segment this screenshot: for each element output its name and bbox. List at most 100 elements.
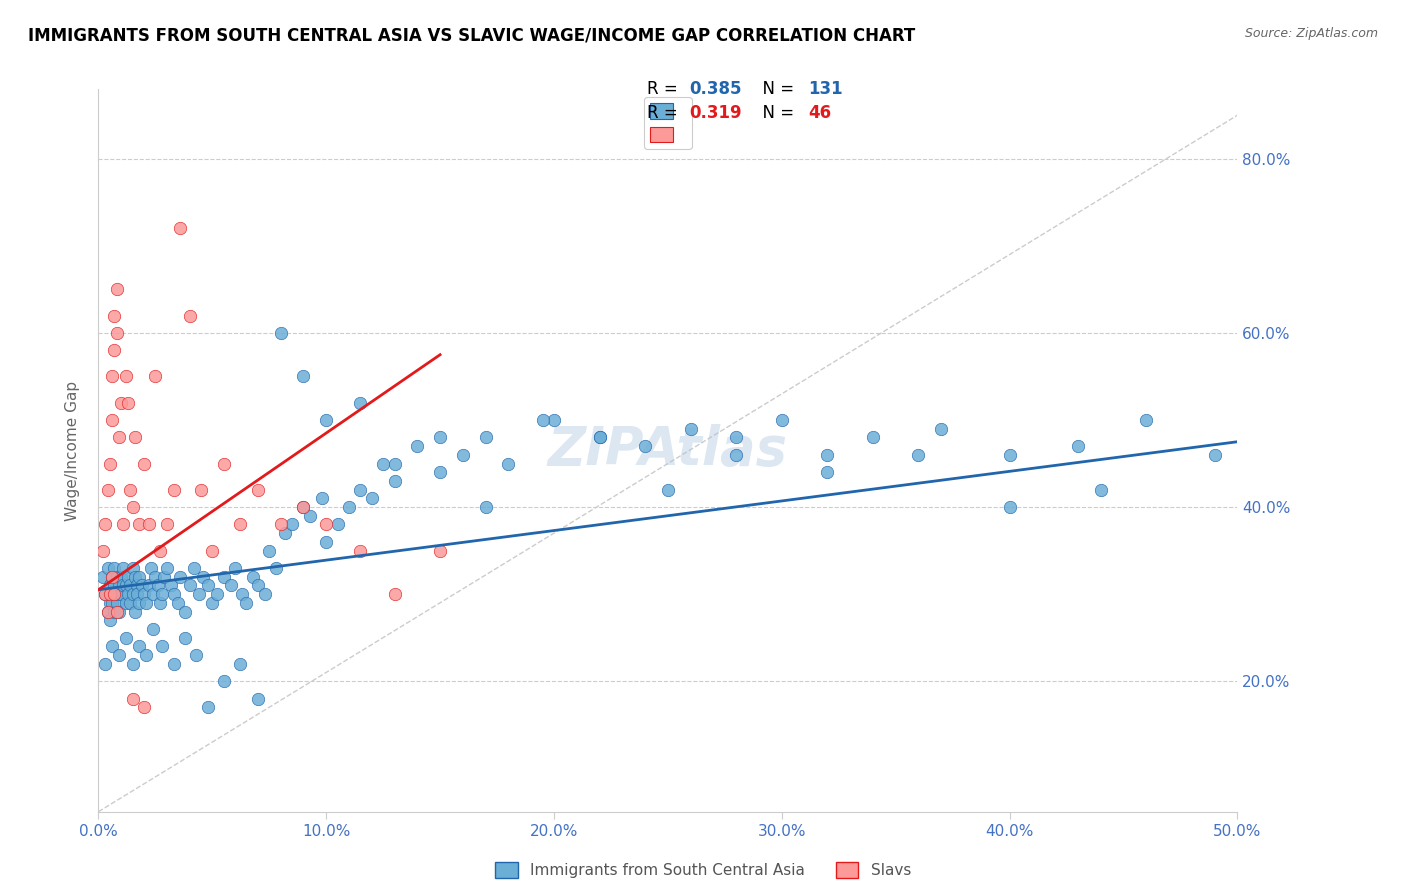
Point [108, 430, 131, 444]
Point [114, 596, 136, 610]
Point [246, 483, 269, 497]
Point [998, 448, 1021, 462]
Point [1204, 448, 1226, 462]
Point [131, 578, 153, 592]
Point [384, 587, 406, 601]
Point [907, 448, 929, 462]
Point [103, 587, 125, 601]
Point [274, 526, 297, 541]
Point [132, 587, 155, 601]
Point [105, 587, 128, 601]
Point [201, 543, 224, 558]
Point [190, 483, 212, 497]
Point [94, 587, 117, 601]
Point [94, 587, 117, 601]
Point [98, 587, 121, 601]
Point [498, 457, 520, 471]
Point [114, 631, 136, 645]
Point [117, 587, 139, 601]
Point [114, 578, 136, 592]
Text: N =: N = [752, 79, 800, 97]
Point [105, 282, 128, 296]
Point [142, 587, 165, 601]
Legend: , : , [644, 97, 692, 149]
Point [103, 578, 125, 592]
Point [205, 587, 228, 601]
Point [162, 657, 184, 671]
Point [128, 570, 150, 584]
Point [292, 500, 315, 514]
Point [135, 648, 157, 662]
Point [212, 457, 235, 471]
Text: R =: R = [647, 103, 683, 121]
Point [235, 596, 257, 610]
Point [132, 457, 155, 471]
Point [124, 570, 146, 584]
Point [228, 657, 250, 671]
Point [770, 413, 793, 427]
Point [349, 395, 371, 409]
Point [112, 578, 135, 592]
Point [96, 605, 118, 619]
Point [315, 534, 337, 549]
Point [103, 343, 125, 358]
Legend: Immigrants from South Central Asia, Slavs: Immigrants from South Central Asia, Slav… [489, 856, 917, 884]
Point [142, 622, 165, 636]
Point [135, 596, 157, 610]
Point [105, 596, 128, 610]
Point [292, 500, 315, 514]
Point [371, 457, 394, 471]
Point [105, 326, 128, 340]
Point [326, 517, 349, 532]
Point [138, 578, 160, 592]
Point [311, 491, 333, 506]
Point [127, 578, 149, 592]
Point [121, 587, 143, 601]
Point [96, 605, 118, 619]
Point [349, 543, 371, 558]
Point [114, 369, 136, 384]
Point [108, 578, 131, 592]
Point [634, 439, 657, 453]
Point [315, 517, 337, 532]
Point [815, 465, 838, 479]
Point [132, 700, 155, 714]
Point [139, 561, 162, 575]
Point [150, 640, 173, 654]
Point [186, 648, 208, 662]
Point [145, 369, 167, 384]
Point [156, 517, 179, 532]
Point [150, 587, 173, 601]
Point [193, 570, 215, 584]
Point [96, 483, 118, 497]
Point [169, 570, 191, 584]
Point [384, 474, 406, 488]
Point [124, 605, 146, 619]
Point [1135, 413, 1157, 427]
Text: Source: ZipAtlas.com: Source: ZipAtlas.com [1244, 27, 1378, 40]
Point [292, 369, 315, 384]
Point [337, 500, 360, 514]
Point [94, 657, 117, 671]
Text: IMMIGRANTS FROM SOUTH CENTRAL ASIA VS SLAVIC WAGE/INCOME GAP CORRELATION CHART: IMMIGRANTS FROM SOUTH CENTRAL ASIA VS SL… [28, 27, 915, 45]
Point [101, 587, 124, 601]
Point [103, 605, 125, 619]
Point [112, 517, 135, 532]
Point [588, 430, 610, 444]
Point [91, 570, 114, 584]
Point [179, 309, 201, 323]
Point [451, 448, 474, 462]
Point [91, 543, 114, 558]
Point [149, 596, 172, 610]
Point [253, 587, 276, 601]
Point [349, 483, 371, 497]
Point [657, 483, 679, 497]
Point [169, 221, 191, 235]
Point [121, 561, 143, 575]
Point [246, 578, 269, 592]
Point [725, 430, 748, 444]
Text: 46: 46 [808, 103, 831, 121]
Point [429, 543, 451, 558]
Point [101, 369, 124, 384]
Point [259, 543, 281, 558]
